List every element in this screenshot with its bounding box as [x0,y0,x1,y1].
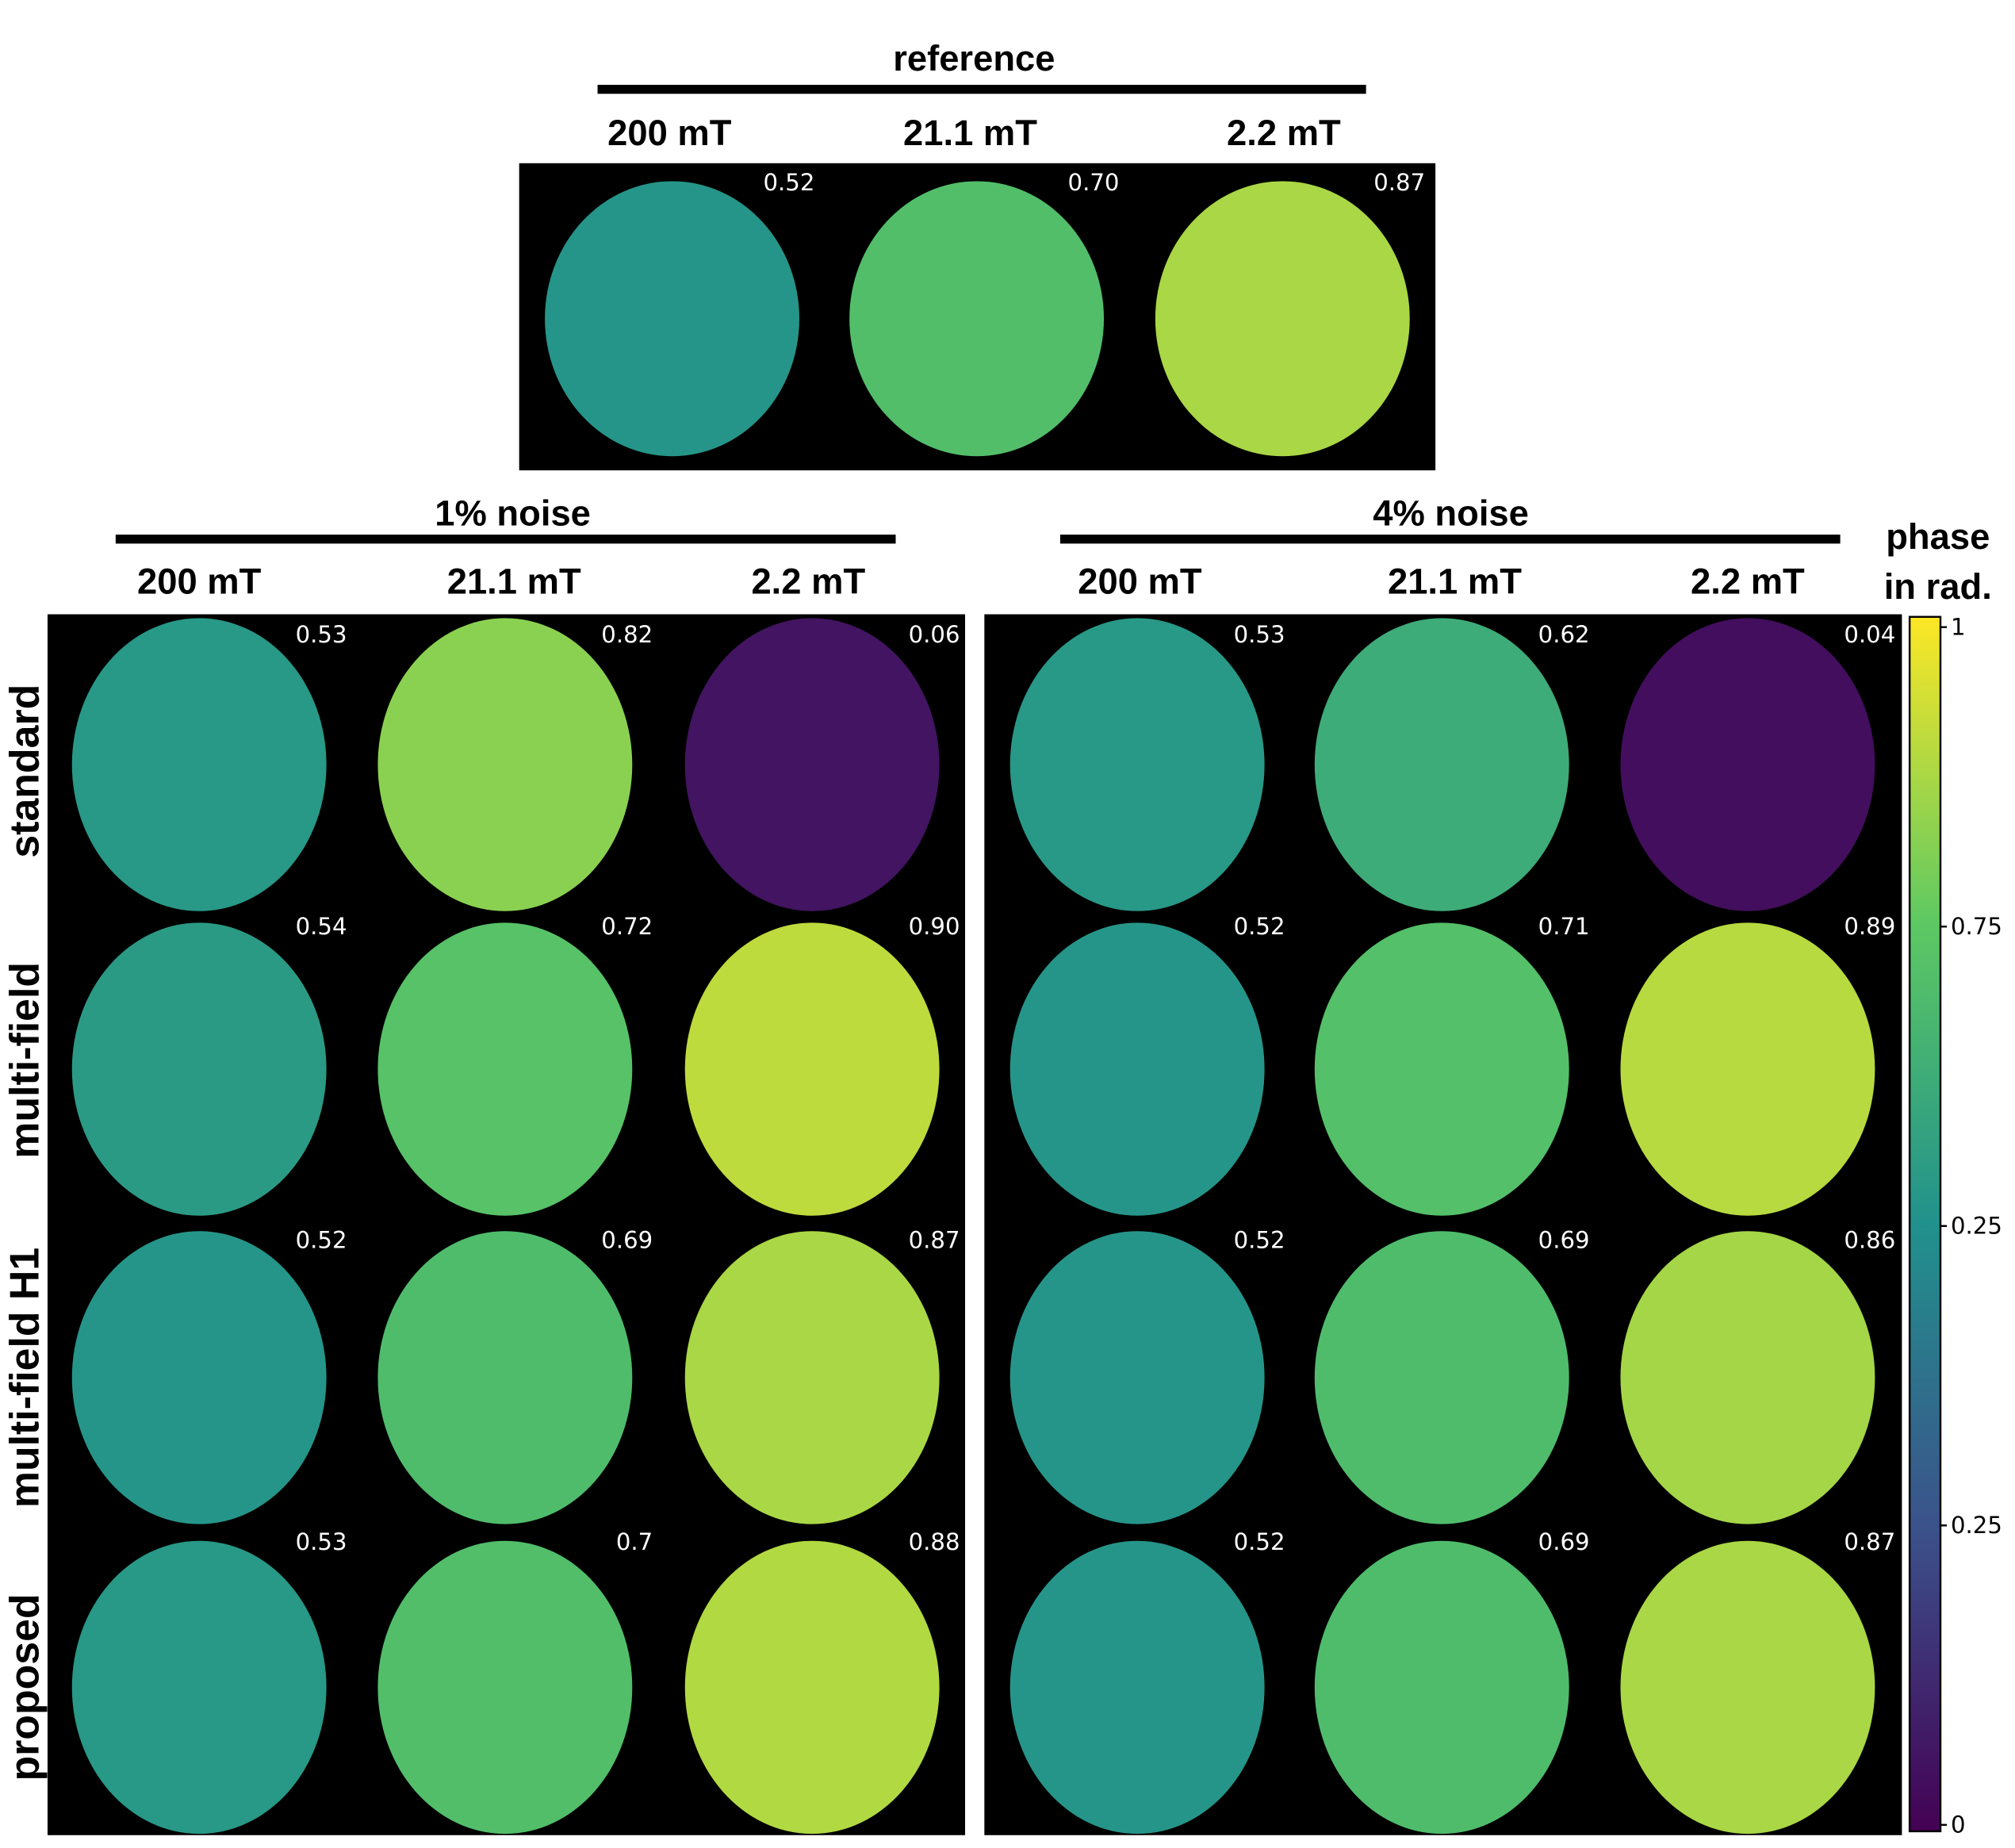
phantom [377,1231,633,1524]
title-rule [597,84,1366,94]
phantom [377,618,633,911]
field-label: 2.2 mT [751,562,865,602]
row-label: proposed [2,1593,48,1781]
value-label: 0.53 [296,1528,347,1555]
phantom [71,618,327,911]
tick-label: 0.25 [1951,1512,2002,1539]
phantom [684,922,940,1216]
phantom [71,922,327,1216]
field-label: 2.2 mT [1227,113,1341,153]
tick-label: 1 [1951,613,1966,640]
colorbar-label: phase [1886,516,1990,557]
value-label: 0.89 [1844,913,1895,940]
phantom [1314,922,1569,1216]
phantom [1620,922,1875,1216]
title-rule [1059,535,1841,544]
value-label: 0.69 [1538,1528,1590,1555]
phantom [1314,1231,1569,1524]
value-label: 0.87 [1844,1528,1895,1555]
row-label: multi-field [2,962,48,1159]
phantom [1009,1231,1265,1524]
colorbar-label: in rad. [1884,566,1992,607]
value-label: 0.87 [909,1226,960,1253]
value-label: 0.53 [296,621,347,648]
row-label: multi-field H1 [2,1248,48,1508]
field-label: 200 mT [1078,562,1202,602]
phantom [1620,618,1875,911]
value-label: 0.52 [1234,913,1285,940]
phantom [684,618,940,911]
value-label: 0.52 [763,169,814,196]
phantom [684,1540,940,1835]
phantom [377,1540,633,1835]
value-label: 0.87 [1373,169,1425,196]
tick-label: 0.25 [1951,1212,2002,1239]
value-label: 0.62 [1538,621,1590,648]
value-label: 0.90 [909,913,960,940]
panel-title: 1% noise [435,493,591,534]
value-label: 0.06 [909,621,960,648]
phantom [1314,1540,1569,1835]
phantom [1620,1540,1875,1835]
phantom [1314,618,1569,911]
value-label: 0.54 [296,913,347,940]
field-label: 200 mT [607,113,732,153]
row-label: standard [2,684,48,858]
field-label: 21.1 mT [903,113,1037,153]
phantom [684,1231,940,1524]
value-label: 0.52 [296,1226,347,1253]
phantom [71,1540,327,1835]
colorbar [1908,615,1942,1833]
value-label: 0.88 [909,1528,960,1555]
panel-title: reference [893,38,1055,79]
value-label: 0.7 [616,1528,653,1555]
value-label: 0.86 [1844,1226,1895,1253]
value-label: 0.69 [601,1226,653,1253]
phantom [1009,922,1265,1216]
value-label: 0.53 [1234,621,1285,648]
phantom [377,922,633,1216]
phantom [71,1231,327,1524]
title-rule [115,535,896,544]
tick-label: 0 [1951,1812,1966,1838]
tick-label: 0.75 [1951,913,2002,940]
value-label: 0.72 [601,913,653,940]
value-label: 0.82 [601,621,653,648]
field-label: 200 mT [137,562,262,602]
field-label: 2.2 mT [1691,562,1805,602]
value-label: 0.52 [1234,1226,1285,1253]
value-label: 0.70 [1068,169,1120,196]
phantom [1155,181,1410,457]
phantom [545,181,799,457]
phantom [1009,1540,1265,1835]
value-label: 0.69 [1538,1226,1590,1253]
panel-title: 4% noise [1373,493,1529,534]
value-label: 0.71 [1538,913,1590,940]
phantom [1009,618,1265,911]
value-label: 0.52 [1234,1528,1285,1555]
value-label: 0.04 [1844,621,1895,648]
phantom [849,181,1105,457]
field-label: 21.1 mT [1388,562,1522,602]
phantom [1620,1231,1875,1524]
field-label: 21.1 mT [447,562,581,602]
